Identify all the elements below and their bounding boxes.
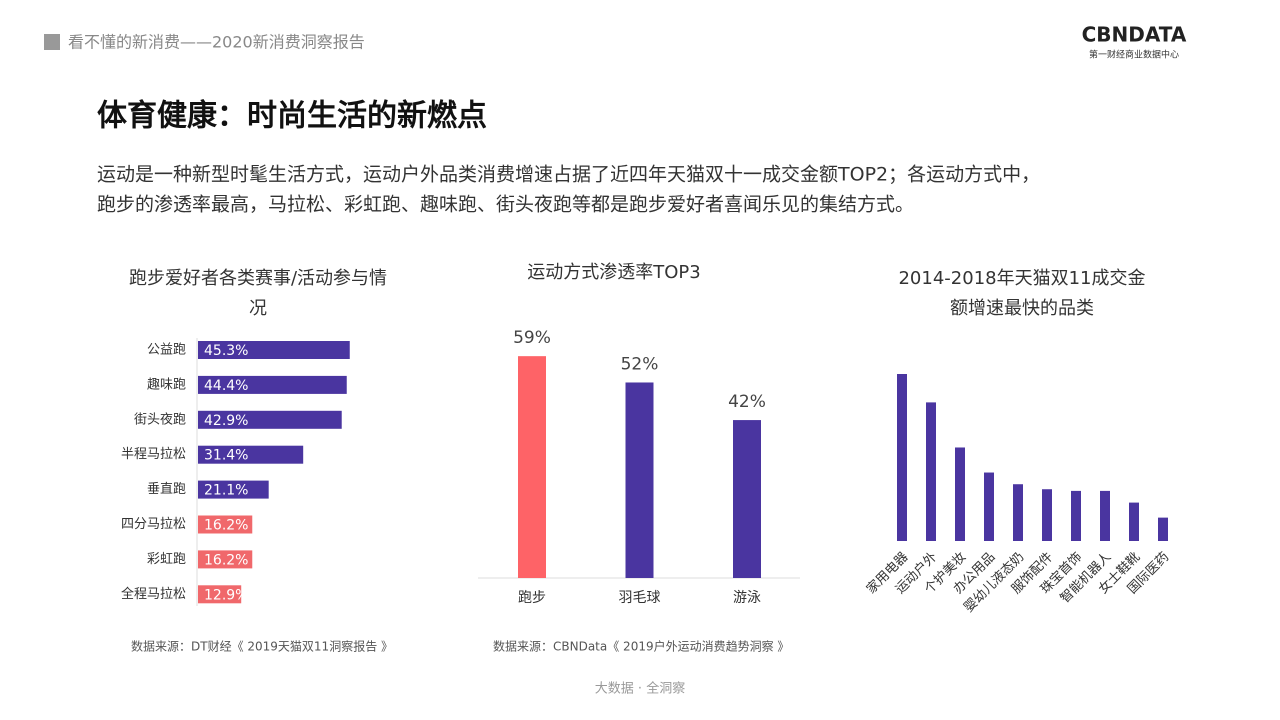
- bar: [1013, 484, 1023, 541]
- chart-title: 跑步爱好者各类赛事/活动参与情况: [128, 268, 388, 319]
- y-tick-label: 垂直跑: [147, 482, 186, 497]
- bar: [518, 356, 546, 578]
- bar: [984, 472, 994, 541]
- y-tick-label: 全程马拉松: [121, 586, 186, 602]
- value-label: 31.4%: [204, 448, 248, 464]
- bar: [733, 420, 761, 578]
- value-label: 16.2%: [204, 552, 248, 568]
- bar: [198, 550, 253, 569]
- bar: [1158, 517, 1168, 541]
- intro: 跑步的渗透率最高，马拉松、彩虹跑、趣味跑、街头夜跑等都是跑步爱好者喜闻乐见的集结…: [97, 194, 914, 216]
- breadcrumb: 看不懂的新消费——2020新消费洞察报告: [68, 33, 365, 52]
- intro: 运动是一种新型时髦生活方式，运动户外品类消费增速占据了近四年天猫双十一成交金额T…: [97, 164, 1040, 186]
- value-label: 12.9%: [204, 587, 248, 603]
- bar: [198, 375, 347, 394]
- value-label: 52%: [621, 354, 659, 374]
- value-label: 59%: [513, 328, 551, 348]
- bar: [198, 480, 269, 499]
- logo: CBNDATA: [1082, 23, 1187, 47]
- source: 数据来源：DT财经《 2019天猫双11洞察报告 》: [131, 639, 393, 654]
- value-label: 16.2%: [204, 518, 248, 534]
- bar: [897, 374, 907, 541]
- bar: [1042, 489, 1052, 541]
- value-label: 42%: [728, 392, 766, 412]
- y-tick-label: 街头夜跑: [134, 412, 186, 427]
- y-tick-label: 公益跑: [147, 343, 186, 358]
- y-tick-label: 趣味跑: [147, 377, 186, 392]
- title: 体育健康：时尚生活的新燃点: [97, 99, 487, 134]
- bar: [198, 410, 342, 429]
- chart-title: 运动方式渗透率TOP3: [527, 262, 701, 283]
- bar: [1129, 502, 1139, 541]
- bar: [955, 447, 965, 541]
- value-label: 42.9%: [204, 413, 248, 429]
- x-tick-label: 跑步: [518, 590, 546, 606]
- value-label: 45.3%: [204, 343, 248, 359]
- bar: [198, 515, 253, 534]
- value-label: 44.4%: [204, 378, 248, 394]
- bar: [198, 585, 242, 604]
- bar: [198, 341, 350, 359]
- value-label: 21.1%: [204, 483, 248, 499]
- chart-title: 2014-2018年天猫双11成交金额增速最快的品类: [898, 268, 1146, 319]
- x-tick-label: 游泳: [733, 590, 761, 606]
- source: 数据来源：CBNData《 2019户外运动消费趋势洞察 》: [493, 639, 789, 654]
- bar: [926, 402, 936, 541]
- footer: 大数据 · 全洞察: [595, 681, 685, 697]
- y-tick-label: 彩虹跑: [147, 552, 186, 567]
- bar: [1071, 490, 1081, 541]
- bar: [198, 445, 304, 464]
- y-tick-label: 半程马拉松: [121, 447, 186, 462]
- logo-sub: 第一财经商业数据中心: [1089, 49, 1179, 61]
- x-tick-label: 羽毛球: [619, 590, 661, 606]
- bullet: [44, 34, 60, 50]
- bar: [1100, 490, 1110, 541]
- y-tick-label: 四分马拉松: [121, 517, 186, 532]
- bar: [625, 382, 654, 578]
